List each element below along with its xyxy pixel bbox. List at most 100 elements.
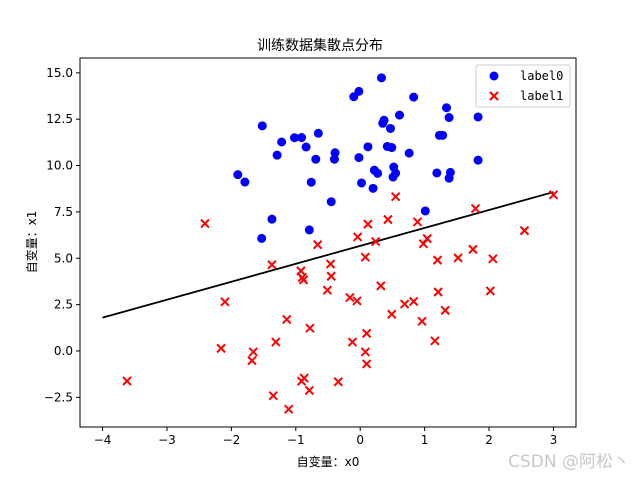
chart-title: 训练数据集散点分布 bbox=[257, 37, 383, 54]
x-marker-stroke bbox=[347, 337, 358, 347]
legend-label: label1 bbox=[520, 89, 563, 103]
x-tick-label: 1 bbox=[421, 433, 429, 447]
legend-marker-label0 bbox=[489, 71, 499, 81]
data-point-label1 bbox=[488, 254, 498, 264]
data-point-label1 bbox=[440, 305, 450, 316]
data-point-label0 bbox=[306, 177, 316, 187]
x-marker-stroke bbox=[363, 219, 373, 229]
x-marker-stroke bbox=[489, 91, 499, 101]
data-point-label1 bbox=[399, 299, 410, 309]
data-point-label0 bbox=[385, 123, 395, 133]
data-point-label1 bbox=[352, 296, 362, 306]
data-point-label0 bbox=[376, 73, 386, 83]
data-point-label1 bbox=[305, 323, 315, 333]
x-marker-stroke bbox=[370, 236, 381, 247]
x-marker-stroke bbox=[267, 260, 277, 270]
data-point-label1 bbox=[430, 336, 440, 346]
data-point-label1 bbox=[383, 214, 393, 225]
x-marker-stroke bbox=[299, 373, 309, 383]
data-point-label1 bbox=[417, 316, 427, 327]
data-point-label0 bbox=[445, 167, 455, 177]
data-point-label0 bbox=[329, 154, 339, 164]
x-marker-stroke bbox=[387, 309, 397, 319]
data-point-label0 bbox=[368, 183, 378, 193]
x-marker-stroke bbox=[383, 214, 393, 225]
data-point-label0 bbox=[379, 115, 389, 125]
x-tick-label: 0 bbox=[356, 433, 364, 447]
axes-frame bbox=[79, 57, 577, 428]
data-point-label0 bbox=[290, 133, 300, 143]
x-marker-stroke bbox=[312, 240, 323, 250]
legend-label: label0 bbox=[520, 69, 563, 83]
x-tick-label: 3 bbox=[550, 433, 558, 447]
x-tick-label: −2 bbox=[223, 433, 241, 447]
x-marker-stroke bbox=[322, 285, 333, 295]
data-point-label1 bbox=[468, 244, 478, 255]
x-marker-stroke bbox=[417, 316, 427, 327]
data-point-label1 bbox=[376, 281, 386, 291]
data-point-label0 bbox=[442, 103, 452, 113]
x-tick-label: 2 bbox=[485, 433, 493, 447]
data-point-label0 bbox=[354, 86, 364, 96]
x-marker-stroke bbox=[305, 323, 315, 333]
data-point-label1 bbox=[345, 292, 355, 303]
legend: label0 label1 bbox=[475, 64, 571, 108]
data-point-label1 bbox=[247, 355, 257, 366]
data-point-label1 bbox=[299, 373, 309, 383]
data-point-label0 bbox=[233, 170, 243, 180]
data-point-label0 bbox=[330, 148, 340, 158]
data-point-label0 bbox=[311, 154, 321, 164]
x-marker-stroke bbox=[390, 191, 401, 202]
data-point-label1 bbox=[267, 260, 277, 270]
x-marker-stroke bbox=[333, 377, 344, 387]
y-axis-label: 自变量：x1 bbox=[24, 211, 39, 274]
x-marker-stroke bbox=[470, 203, 481, 214]
data-point-label1 bbox=[325, 259, 336, 269]
x-marker-stroke bbox=[283, 404, 294, 414]
x-marker-stroke bbox=[376, 281, 386, 291]
data-point-label0 bbox=[473, 155, 483, 165]
legend-box bbox=[475, 64, 571, 108]
x-marker-stroke bbox=[519, 225, 530, 236]
data-point-label1 bbox=[387, 309, 397, 319]
x-marker-stroke bbox=[345, 292, 355, 303]
data-point-label1 bbox=[326, 271, 336, 281]
data-point-label1 bbox=[408, 296, 419, 307]
data-point-label1 bbox=[370, 236, 381, 247]
data-point-label1 bbox=[470, 203, 481, 214]
x-marker-stroke bbox=[247, 355, 257, 366]
data-point-label0 bbox=[257, 121, 267, 131]
y-tick-label: 5.0 bbox=[54, 251, 73, 265]
data-point-label1 bbox=[304, 385, 315, 396]
x-marker-stroke bbox=[352, 232, 363, 242]
data-point-label1 bbox=[122, 376, 132, 386]
x-marker-stroke bbox=[122, 376, 132, 386]
data-point-label1 bbox=[360, 347, 371, 357]
x-marker-stroke bbox=[268, 390, 278, 401]
x-marker-stroke bbox=[488, 254, 498, 264]
data-point-label0 bbox=[387, 143, 397, 153]
y-axis: −2.5 0.0 2.5 5.0 7.5 10.0 12.5 15.0 bbox=[44, 66, 80, 404]
x-marker-stroke bbox=[548, 190, 559, 200]
data-point-label0 bbox=[473, 112, 483, 122]
data-point-label0 bbox=[391, 168, 401, 178]
data-point-label0 bbox=[420, 206, 430, 216]
data-point-label0 bbox=[363, 142, 373, 152]
data-point-label1 bbox=[333, 377, 344, 387]
x-marker-stroke bbox=[485, 286, 496, 296]
data-point-label1 bbox=[220, 297, 230, 307]
watermark: CSDN @阿松丶 bbox=[508, 452, 630, 472]
y-tick-label: −2.5 bbox=[44, 390, 73, 404]
x-marker-stroke bbox=[430, 336, 440, 346]
data-point-label1 bbox=[433, 287, 443, 297]
data-point-label1 bbox=[298, 275, 309, 285]
x-marker-stroke bbox=[271, 337, 281, 347]
x-tick-label: −1 bbox=[287, 433, 305, 447]
data-point-label1 bbox=[422, 233, 432, 244]
x-marker-stroke bbox=[248, 347, 258, 357]
legend-marker-label1 bbox=[489, 91, 499, 101]
x-marker-stroke bbox=[408, 296, 419, 307]
data-point-label1 bbox=[363, 219, 373, 229]
data-point-label0 bbox=[373, 168, 383, 178]
x-marker-stroke bbox=[220, 297, 230, 307]
